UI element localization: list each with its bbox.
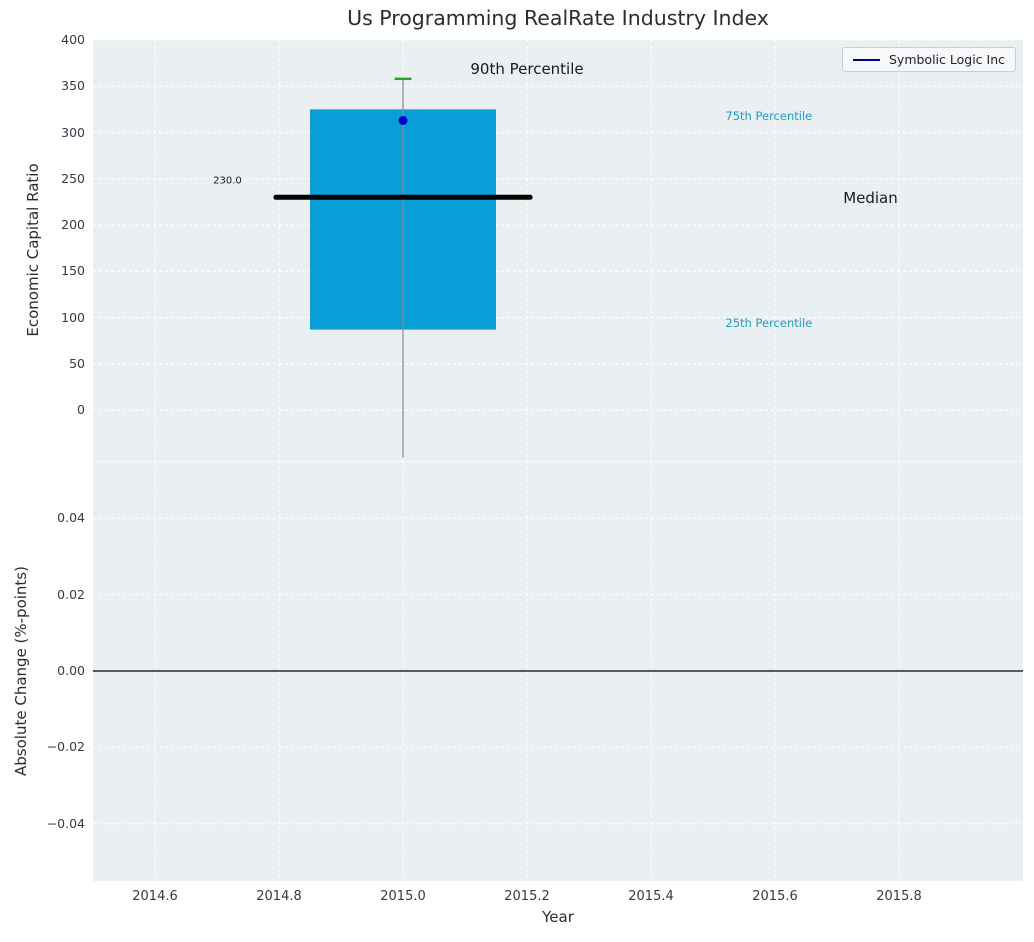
bottom-y-tick-label: −0.04: [46, 815, 85, 831]
top-axes: [93, 40, 1023, 461]
x-tick-label: 2015.0: [380, 889, 426, 904]
bottom-y-tick-label: 0.04: [57, 510, 85, 526]
legend-line-symbol: [852, 58, 880, 61]
x-tick-label: 2014.6: [132, 889, 178, 904]
top-y-tick-label: 250: [61, 170, 85, 186]
annotation-90th-percentile: 90th Percentile: [470, 59, 584, 78]
top-y-tick-label: 50: [69, 355, 85, 371]
top-y-tick-label: 200: [61, 217, 85, 233]
x-tick-label: 2015.4: [628, 889, 674, 904]
top-y-tick-label: 400: [61, 32, 85, 47]
x-tick-label: 2015.6: [752, 889, 798, 904]
legend-label: Symbolic Logic Inc: [888, 52, 1005, 67]
x-tick-label: 2015.2: [504, 889, 550, 904]
bottom-y-tick-label: −0.02: [46, 739, 85, 755]
chart-title: Us Programming RealRate Industry Index: [347, 6, 769, 30]
top-y-tick-label: 0: [77, 402, 85, 418]
bottom-y-tick-label: 0.00: [57, 663, 85, 678]
x-tick-label: 2015.8: [876, 889, 922, 904]
annotation-median: Median: [843, 189, 898, 208]
annotation-230-0: 230.0: [213, 175, 242, 187]
x-tick-label: 2014.8: [256, 889, 302, 904]
legend: Symbolic Logic Inc: [841, 47, 1016, 72]
x-axis-label: Year: [542, 908, 574, 926]
annotation-25th-percentile: 25th Percentile: [725, 316, 813, 331]
bottom-axes: [93, 461, 1023, 881]
top-y-tick-label: 100: [61, 309, 85, 325]
bottom-y-axis-label: Absolute Change (%-points): [12, 566, 30, 776]
bottom-y-tick-label: 0.02: [57, 586, 85, 602]
top-y-tick-label: 350: [61, 78, 85, 94]
top-y-tick-label: 150: [61, 263, 85, 279]
annotation-75th-percentile: 75th Percentile: [725, 108, 813, 123]
top-y-tick-label: 300: [61, 124, 85, 140]
